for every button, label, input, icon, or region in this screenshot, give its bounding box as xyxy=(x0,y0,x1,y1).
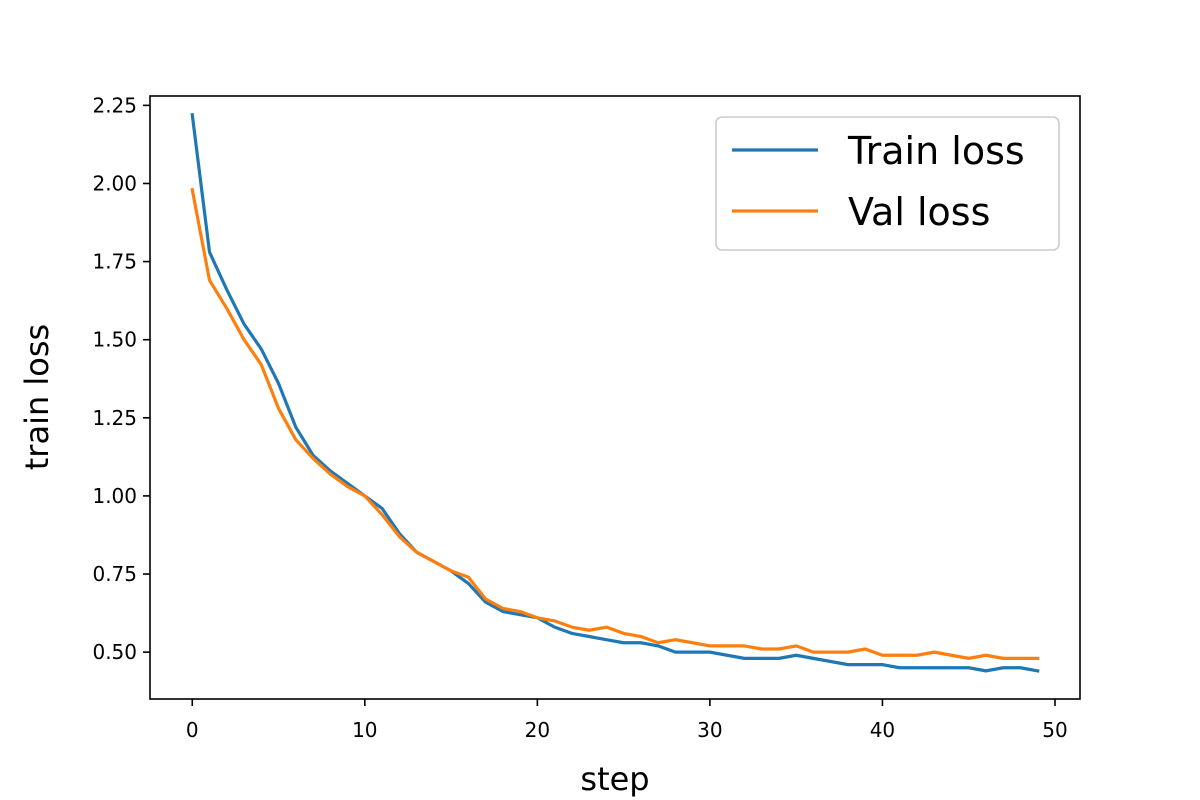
x-axis-label: step xyxy=(580,760,649,798)
x-tick-label: 20 xyxy=(525,718,550,742)
y-tick-label: 0.50 xyxy=(92,640,137,664)
x-tick-label: 40 xyxy=(870,718,895,742)
y-tick-label: 2.00 xyxy=(92,171,137,195)
legend-label-val-loss: Val loss xyxy=(848,190,990,234)
x-axis: 0 10 20 30 40 50 xyxy=(186,699,1068,742)
series-line-train-loss xyxy=(190,112,1040,673)
y-tick-label: 1.00 xyxy=(92,484,137,508)
x-tick-label: 0 xyxy=(186,718,199,742)
y-axis-label: train loss xyxy=(18,324,56,470)
series-layer xyxy=(190,112,1040,673)
x-tick-label: 50 xyxy=(1042,718,1067,742)
y-tick-label: 1.50 xyxy=(92,328,137,352)
legend-label-train-loss: Train loss xyxy=(847,129,1025,173)
plot-frame xyxy=(149,95,1081,700)
y-tick-label: 1.25 xyxy=(92,406,137,430)
y-tick-label: 1.75 xyxy=(92,250,137,274)
y-tick-label: 2.25 xyxy=(92,93,137,117)
series-line-val-loss xyxy=(190,187,1040,660)
x-tick-label: 10 xyxy=(352,718,377,742)
y-axis: 0.50 0.75 1.00 1.25 1.50 1.75 2.00 2.25 xyxy=(92,93,150,664)
x-tick-label: 30 xyxy=(697,718,722,742)
legend: Train loss Val loss xyxy=(715,116,1060,251)
y-tick-label: 0.75 xyxy=(92,562,137,586)
